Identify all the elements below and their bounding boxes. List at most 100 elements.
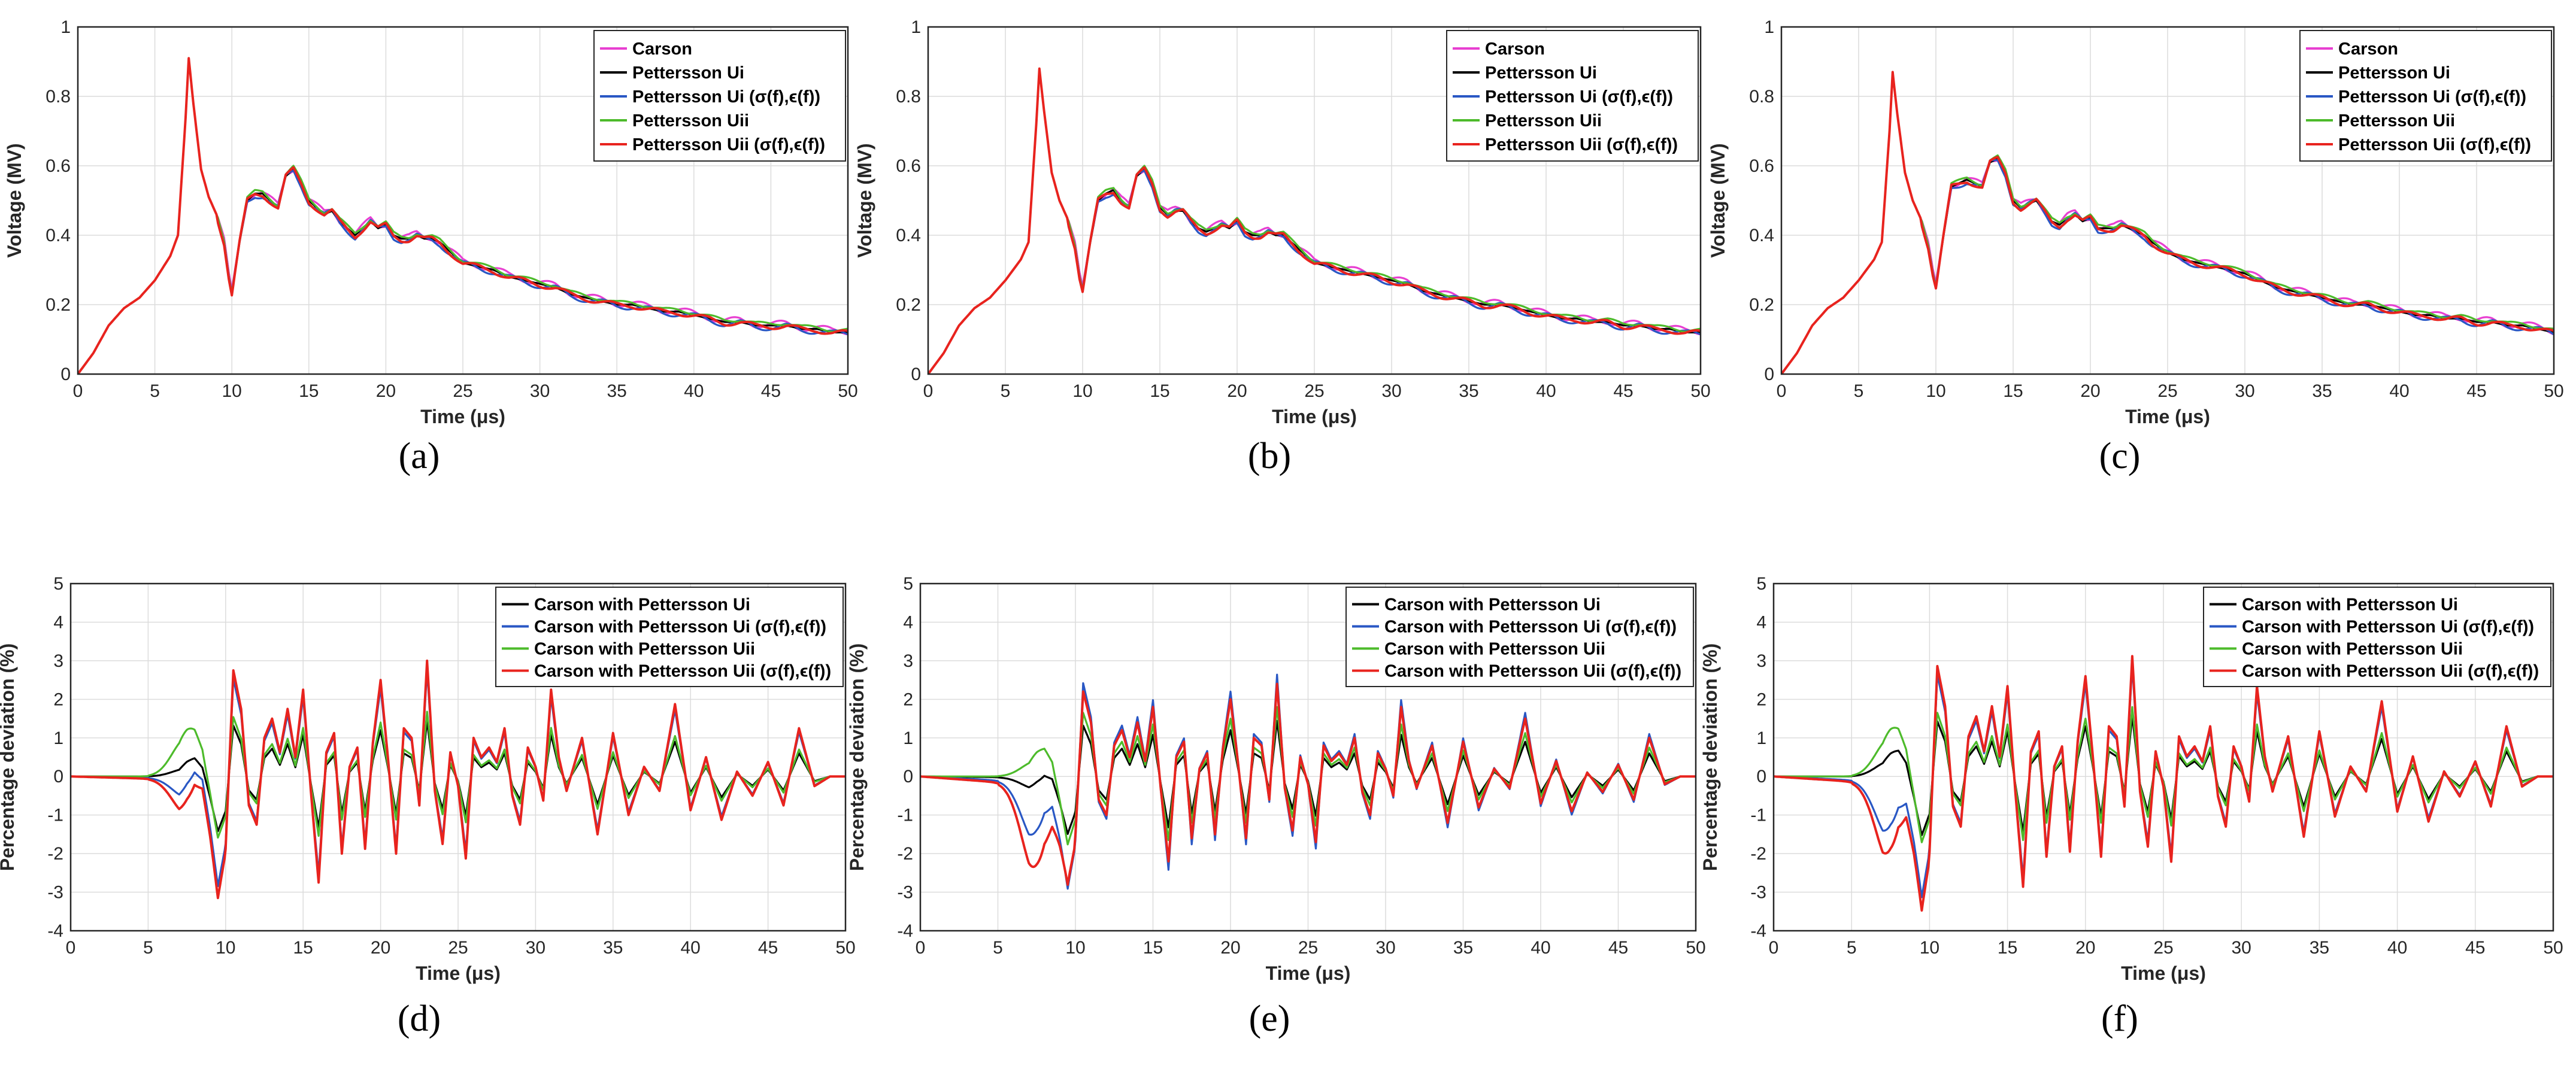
series-line — [71, 659, 845, 900]
y-tick-label: 5 — [1756, 574, 1766, 594]
y-tick-label: 0.4 — [1749, 226, 1774, 245]
legend-entry-label: Pettersson Uii (σ(f),ϵ(f)) — [632, 135, 825, 154]
legend-entry-label: Carson — [1485, 40, 1545, 59]
y-tick-label: 0 — [911, 365, 921, 384]
x-tick-label: 40 — [1536, 381, 1556, 401]
y-tick-label: -1 — [47, 806, 63, 825]
y-tick-label: 1 — [903, 728, 913, 748]
x-tick-label: 45 — [758, 938, 778, 958]
x-tick-label: 30 — [2232, 938, 2251, 958]
y-tick-label: 0 — [1756, 767, 1766, 787]
x-tick-label: 5 — [143, 938, 153, 958]
legend-entry-label: Pettersson Ui — [1485, 63, 1597, 83]
x-tick-label: 35 — [1453, 938, 1473, 958]
x-tick-label: 0 — [73, 381, 83, 401]
x-tick-label: 0 — [66, 938, 76, 958]
y-tick-label: 3 — [53, 651, 63, 671]
x-tick-label: 40 — [1531, 938, 1550, 958]
legend-entry-label: Pettersson Ui (σ(f),ϵ(f)) — [1485, 87, 1673, 107]
x-tick-label: 40 — [2389, 381, 2409, 401]
y-tick-label: -4 — [897, 921, 913, 941]
legend-entry-label: Carson — [632, 40, 692, 59]
x-tick-label: 30 — [530, 381, 550, 401]
legend-entry-label: Carson with Pettersson Ui (σ(f),ϵ(f)) — [2242, 618, 2534, 637]
y-tick-label: -1 — [897, 806, 913, 825]
x-tick-label: 35 — [607, 381, 627, 401]
x-tick-label: 20 — [1220, 938, 1240, 958]
y-tick-label: 0 — [60, 365, 71, 384]
y-tick-label: -3 — [47, 883, 63, 903]
x-tick-label: 45 — [1608, 938, 1628, 958]
x-tick-label: 15 — [1998, 938, 2017, 958]
x-tick-label: 25 — [453, 381, 472, 401]
y-tick-label: 0 — [1764, 365, 1774, 384]
x-tick-label: 20 — [371, 938, 390, 958]
y-tick-label: 4 — [1756, 612, 1766, 632]
y-tick-label: -3 — [897, 883, 913, 903]
legend: Carson Pettersson Ui Pettersson Ui (σ(f),ϵ… — [593, 30, 846, 162]
x-tick-label: 25 — [1304, 381, 1324, 401]
legend-box — [2299, 30, 2552, 162]
y-tick-label: 0.4 — [46, 226, 71, 245]
y-tick-label: 0.4 — [896, 226, 921, 245]
x-tick-label: 50 — [2543, 938, 2563, 958]
x-tick-label: 40 — [681, 938, 701, 958]
legend-entry-label: Pettersson Uii (σ(f),ϵ(f)) — [2338, 135, 2531, 154]
x-tick-label: 30 — [526, 938, 545, 958]
y-axis-label: Voltage (MV) — [854, 143, 875, 257]
y-tick-label: 0.8 — [896, 87, 921, 107]
panel-caption: (a) — [398, 436, 440, 476]
legend: Carson Pettersson Ui Pettersson Ui (σ(f),ϵ… — [2299, 30, 2552, 162]
x-tick-label: 30 — [1375, 938, 1395, 958]
y-tick-label: 0 — [903, 767, 913, 787]
panel-caption: (b) — [1247, 436, 1292, 476]
axes-frame — [1772, 582, 2554, 932]
x-tick-label: 50 — [1690, 381, 1710, 401]
y-tick-label: 5 — [903, 574, 913, 594]
series-line — [1774, 655, 2553, 912]
y-tick-label: 1 — [911, 17, 921, 37]
legend-entry-label: Carson with Pettersson Ui — [1384, 596, 1601, 615]
chart-panel-a: 0 5 10 15 20 25 30 35 40 45 50 0 0.2 0.4 0.6 0.8 1 Time (… — [4, 17, 858, 427]
x-tick-label: 10 — [1072, 381, 1092, 401]
y-tick-label: -4 — [1750, 921, 1766, 941]
legend: Carson Pettersson Ui Pettersson Ui (σ(f),ϵ… — [1446, 30, 1699, 162]
x-tick-label: 40 — [2387, 938, 2407, 958]
y-tick-label: 0.2 — [1749, 295, 1774, 315]
y-tick-label: 2 — [1756, 690, 1766, 709]
y-axis-label: Percentage deviation (%) — [846, 643, 868, 871]
series-group — [928, 67, 1701, 374]
series-line — [920, 682, 1696, 886]
legend: Carson with Pettersson Ui Carson with Pet… — [495, 587, 844, 687]
legend-entry-label: Pettersson Uii — [2338, 111, 2455, 130]
x-tick-label: 5 — [1847, 938, 1857, 958]
panel-caption: (e) — [1248, 998, 1290, 1039]
series-group — [1781, 71, 2554, 374]
y-tick-label: 3 — [1756, 651, 1766, 671]
x-tick-label: 15 — [1150, 381, 1169, 401]
series-group — [71, 659, 845, 900]
panel-caption: (f) — [2101, 998, 2138, 1039]
legend-entry-label: Pettersson Ui (σ(f),ϵ(f)) — [2338, 87, 2526, 107]
x-tick-label: 0 — [1769, 938, 1779, 958]
legend-entry-label: Carson with Pettersson Ui — [534, 596, 750, 615]
x-tick-label: 30 — [1381, 381, 1401, 401]
series-group — [920, 673, 1696, 890]
axes-frame — [1780, 26, 2555, 375]
x-tick-label: 35 — [1459, 381, 1478, 401]
x-tick-label: 10 — [222, 381, 242, 401]
x-axis-label: Time (μs) — [1272, 406, 1357, 427]
series-line — [1781, 71, 2554, 374]
y-tick-label: 4 — [903, 612, 913, 632]
legend: Carson with Pettersson Ui Carson with Pet… — [1345, 587, 1694, 687]
x-tick-label: 35 — [2312, 381, 2332, 401]
panel-caption: (d) — [397, 998, 441, 1039]
legend-entry-label: Pettersson Uii — [632, 111, 749, 130]
legend-entry-label: Carson with Pettersson Uii — [2242, 640, 2463, 659]
series-line — [928, 67, 1701, 374]
x-tick-label: 20 — [1227, 381, 1247, 401]
